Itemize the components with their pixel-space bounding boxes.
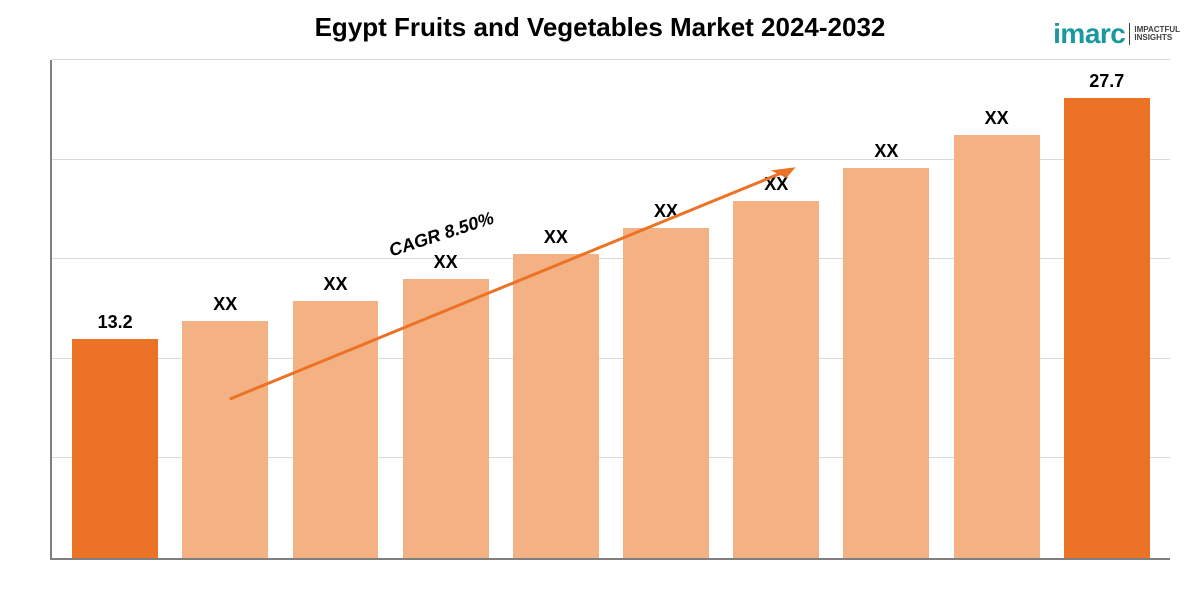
bar-value-label: XX (985, 108, 1009, 129)
chart-title: Egypt Fruits and Vegetables Market 2024-… (0, 12, 1200, 43)
bar-slot: XX (831, 141, 941, 558)
brand-logo: imarc IMPACTFUL INSIGHTS (1053, 18, 1180, 50)
bar-value-label: 27.7 (1089, 71, 1124, 92)
bar-value-label: XX (654, 201, 678, 222)
logo-brand-text: imarc (1053, 18, 1125, 50)
bar (293, 301, 379, 558)
logo-tagline-2: INSIGHTS (1134, 34, 1180, 42)
bar-slot: XX (391, 252, 501, 558)
bar-value-label: XX (213, 294, 237, 315)
bar-value-label: XX (323, 274, 347, 295)
bar-value-label: XX (764, 174, 788, 195)
bar (182, 321, 268, 558)
bar (403, 279, 489, 558)
bar-slot: 27.7 (1052, 71, 1162, 558)
bar (843, 168, 929, 558)
bar-slot: XX (501, 227, 611, 558)
bar-slot: 13.2 (60, 312, 170, 558)
bar (623, 228, 709, 558)
chart-plot-area: 13.2XXXXXXXXXXXXXXXX27.7 CAGR 8.50% (50, 60, 1170, 560)
bar (72, 339, 158, 558)
bar (733, 201, 819, 558)
bar-slot: XX (942, 108, 1052, 558)
chart-bars: 13.2 XX XX XX XX XX XX XX XX 27.7 (52, 60, 1170, 558)
bar-slot: XX (721, 174, 831, 558)
bar-slot: XX (170, 294, 280, 558)
bar (513, 254, 599, 558)
bar (954, 135, 1040, 558)
bar-value-label: XX (434, 252, 458, 273)
bar-slot: XX (611, 201, 721, 558)
bar-value-label: XX (874, 141, 898, 162)
bar-value-label: XX (544, 227, 568, 248)
bar (1064, 98, 1150, 558)
bar-slot: XX (280, 274, 390, 558)
bar-value-label: 13.2 (98, 312, 133, 333)
